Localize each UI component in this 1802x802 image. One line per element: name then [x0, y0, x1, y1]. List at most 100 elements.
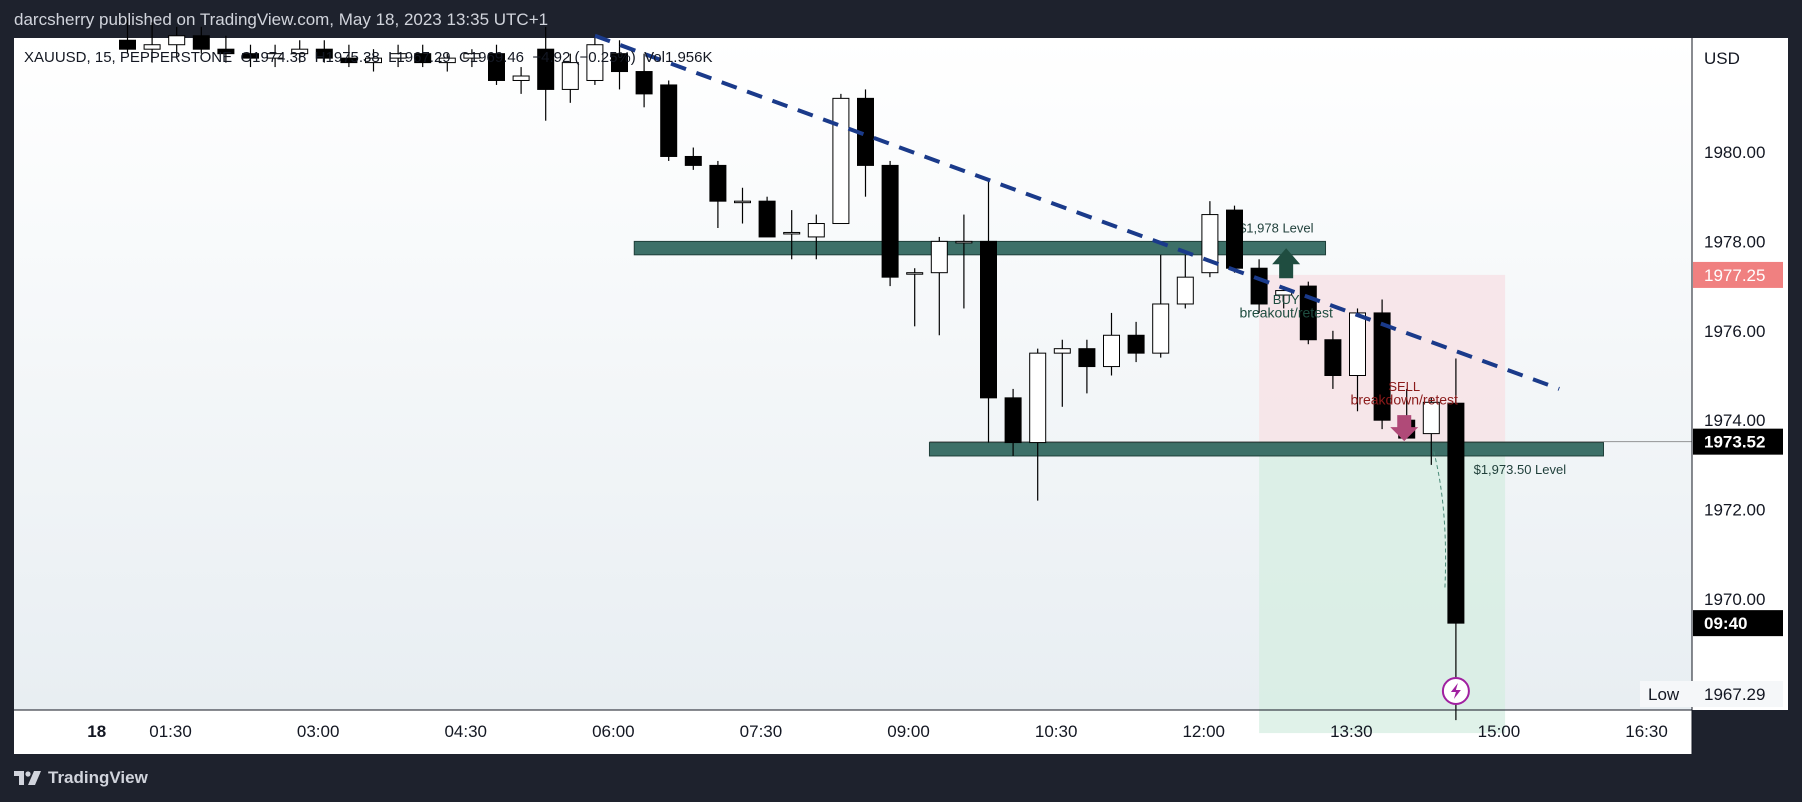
candle-body	[955, 240, 973, 244]
candle-body	[512, 75, 530, 81]
candle	[930, 236, 948, 336]
price-tick-label: 1974.00	[1704, 411, 1765, 430]
candle-body	[143, 44, 161, 50]
candle	[832, 93, 850, 225]
buy-sub-label: breakout/retest	[1239, 304, 1332, 320]
level-zones[interactable]: $1,978 Level $1,973.50 Level	[633, 220, 1692, 477]
time-tick-label: 03:00	[297, 722, 340, 741]
candle-body	[537, 48, 555, 90]
candle	[635, 53, 653, 108]
candle	[684, 147, 702, 170]
candle-body	[1447, 402, 1465, 624]
candle-body	[389, 53, 407, 59]
lightning-icon	[1450, 683, 1461, 699]
candle	[1053, 339, 1071, 407]
candle-body	[315, 48, 333, 59]
candle	[980, 178, 997, 443]
candle-body	[1127, 334, 1145, 354]
symbol-legend: XAUUSD, 15, PEPPERSTONE O1974.38 H1975.3…	[24, 49, 713, 66]
time-tick-label: 07:30	[740, 722, 783, 741]
candle	[881, 160, 899, 287]
candle-body	[291, 48, 309, 55]
countdown-tag	[1693, 610, 1783, 637]
candle-body	[1053, 348, 1071, 354]
candle	[119, 17, 136, 54]
candle-body	[881, 164, 899, 278]
candle-body	[832, 97, 850, 225]
candle	[1152, 254, 1170, 358]
candles	[119, 17, 1465, 721]
candle-body	[365, 57, 382, 64]
candle-body	[438, 57, 456, 64]
time-tick-label: 16:30	[1625, 722, 1668, 741]
candle	[709, 160, 727, 228]
candle-body	[930, 240, 948, 274]
candle	[414, 44, 432, 68]
candle	[512, 67, 530, 94]
candle	[488, 44, 505, 85]
candle-body	[783, 231, 801, 235]
candle-body	[980, 240, 997, 399]
high-price-label: 1977.25	[1704, 266, 1765, 285]
candle-body	[242, 53, 259, 59]
candle-body	[1373, 312, 1391, 421]
sell-label: SELL	[1388, 379, 1420, 394]
candle	[807, 214, 825, 260]
footer-bar: TradingView	[0, 754, 1802, 802]
buy-label: BUY	[1273, 292, 1300, 307]
time-tick-label: 15:00	[1478, 722, 1521, 741]
candle	[537, 26, 555, 121]
candle	[734, 187, 751, 224]
candle-body	[734, 200, 751, 204]
candle-body	[217, 48, 235, 55]
candle	[758, 196, 776, 238]
time-tick-label: 04:30	[444, 722, 487, 741]
current-price-label: 1973.52	[1704, 433, 1765, 452]
candle	[438, 53, 456, 72]
candle-body	[414, 53, 432, 64]
price-tick-label: 1972.00	[1704, 501, 1765, 520]
zone-label-support: $1,973.50 Level	[1474, 462, 1567, 477]
trendline-layer[interactable]	[594, 33, 1560, 591]
candle	[955, 214, 973, 309]
candle-body	[1324, 339, 1342, 376]
candle	[340, 44, 358, 68]
candle	[217, 35, 235, 63]
candle	[857, 89, 874, 197]
countdown-label: 09:40	[1704, 614, 1747, 633]
time-tick-label: 13:30	[1330, 722, 1373, 741]
candle	[660, 80, 678, 161]
footer-brand: TradingView	[48, 768, 148, 787]
candle-body	[1029, 352, 1047, 444]
time-tick-label: 09:00	[887, 722, 930, 741]
candle	[1324, 330, 1342, 389]
candle-body	[1226, 209, 1243, 269]
candle-body	[1422, 401, 1440, 435]
low-label: Low	[1648, 685, 1680, 704]
candle	[611, 40, 628, 90]
price-tick-label: 1978.00	[1704, 232, 1765, 251]
candle	[291, 40, 309, 63]
sell-sub-label: breakdown/retest	[1351, 392, 1459, 408]
low-tag	[1640, 681, 1783, 707]
low-value: 1967.29	[1704, 685, 1765, 704]
candle	[561, 53, 579, 103]
price-tick-label: 1976.00	[1704, 322, 1765, 341]
candle	[1373, 299, 1391, 430]
candle-body	[1103, 334, 1120, 368]
tradingview-logo-icon	[14, 771, 41, 785]
time-tick-label: 10:30	[1035, 722, 1078, 741]
candle	[1029, 348, 1047, 501]
price-axis-currency: USD	[1704, 49, 1740, 68]
time-tick-label: 06:00	[592, 722, 635, 741]
candle	[365, 49, 382, 72]
candle-body	[635, 71, 653, 95]
candle	[1103, 312, 1120, 376]
current-price-tag	[1693, 428, 1783, 455]
candle	[906, 268, 924, 327]
candle-body	[684, 155, 702, 166]
candle	[1176, 254, 1194, 309]
candle	[463, 49, 481, 68]
candle	[242, 44, 259, 68]
